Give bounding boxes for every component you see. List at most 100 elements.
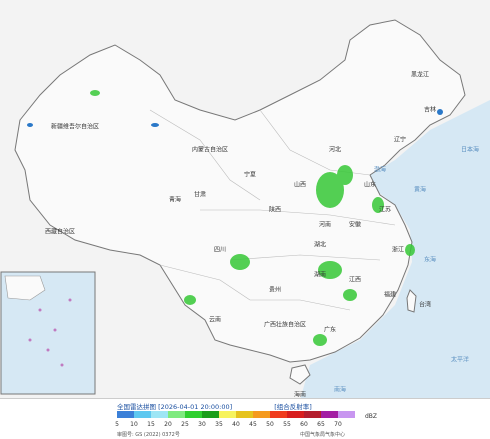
legend-value: 15: [147, 421, 155, 428]
region-label: 福建: [384, 291, 396, 299]
legend-value: 5: [115, 421, 119, 428]
sea-label: 太平洋: [451, 356, 469, 364]
south-china-sea-inset: [0, 271, 96, 395]
echo: [343, 289, 357, 301]
region-label: 安徽: [349, 221, 361, 229]
legend-swatch: [202, 411, 219, 418]
legend-value: 40: [232, 421, 240, 428]
legend: 5 10 15 20 25 30 35 40 45 50 55 60 65 70 dBZ: [115, 411, 377, 428]
legend-swatch: [338, 411, 355, 418]
legend-swatch: [168, 411, 185, 418]
taiwan-outline: [406, 289, 417, 313]
region-label: 内蒙古自治区: [192, 146, 228, 154]
region-label: 新疆维吾尔自治区: [51, 123, 99, 131]
legend-swatch: [270, 411, 287, 418]
echo: [405, 244, 415, 256]
region-label: 台湾: [419, 301, 431, 309]
header-product: [组合反射率]: [274, 403, 312, 411]
legend-swatch: [219, 411, 236, 418]
legend-value: 30: [198, 421, 206, 428]
sea-label: 黄海: [414, 186, 426, 194]
region-label: 宁夏: [244, 171, 256, 179]
legend-swatch: [321, 411, 338, 418]
legend-swatch: [287, 411, 304, 418]
header-title: 全国雷达拼图 [2026-04-01 20:00:00]: [117, 403, 233, 411]
region-label: 黑龙江: [411, 71, 429, 79]
echo: [90, 90, 100, 96]
echo: [151, 123, 159, 127]
inset-islands: [28, 298, 72, 367]
echo: [316, 172, 344, 208]
legend-swatch: [236, 411, 253, 418]
legend-unit: dBZ: [365, 413, 377, 420]
region-label: 江西: [349, 277, 361, 284]
radar-echoes-light: [27, 109, 443, 127]
region-label: 吉林: [424, 106, 436, 114]
region-label: 湖南: [314, 271, 326, 279]
region-label: 西藏自治区: [45, 228, 75, 236]
legend-value: 70: [334, 421, 342, 428]
legend-panel: 全国雷达拼图 [2026-04-01 20:00:00] [组合反射率] 5 10…: [0, 398, 490, 439]
region-label: 山西: [294, 181, 306, 189]
echo: [318, 261, 342, 279]
island: [68, 298, 72, 302]
hainan-outline: [289, 364, 311, 385]
province-borders: [149, 109, 396, 311]
legend-value: 20: [164, 421, 172, 428]
legend-swatch: [304, 411, 321, 418]
region-label: 青海: [169, 196, 181, 204]
legend-value: 65: [317, 421, 325, 428]
region-label: 贵州: [269, 286, 281, 294]
region-label: 河北: [329, 146, 341, 154]
region-label: 辽宁: [394, 136, 406, 144]
legend-value: 25: [181, 421, 189, 428]
island: [46, 348, 50, 352]
echo: [27, 123, 33, 127]
region-label: 广西壮族自治区: [264, 321, 306, 329]
sea-label: 渤海: [374, 166, 386, 174]
legend-swatch: [185, 411, 202, 418]
sea-area: [300, 100, 490, 400]
legend-swatch: [253, 411, 270, 418]
legend-value: 35: [215, 421, 223, 428]
legend-value: 55: [283, 421, 291, 428]
echo: [437, 109, 443, 115]
region-label: 四川: [214, 247, 226, 254]
region-label: 甘肃: [194, 191, 206, 199]
legend-value: 45: [249, 421, 257, 428]
approval: 审图号: GS (2022) 0372号: [117, 432, 180, 438]
echo: [372, 197, 384, 213]
sea-label: 日本海: [461, 146, 479, 154]
legend-value: 10: [130, 421, 138, 428]
island: [53, 328, 57, 332]
legend-value: 60: [300, 421, 308, 428]
radar-echoes: [90, 90, 415, 346]
source: 中国气象局气象中心: [300, 432, 346, 438]
echo: [337, 165, 353, 185]
region-label: 湖北: [314, 241, 326, 249]
legend-value: 50: [266, 421, 274, 428]
region-label: 江苏: [379, 206, 391, 214]
sea-label: 东海: [424, 256, 436, 264]
region-label: 陕西: [269, 206, 281, 214]
echo: [230, 254, 250, 270]
legend-swatch: [151, 411, 168, 418]
region-label: 云南: [209, 316, 221, 324]
island: [60, 363, 64, 367]
region-label: 广东: [324, 326, 336, 334]
region-label: 河南: [319, 221, 331, 229]
sea-label: 南海: [334, 386, 346, 394]
region-label: 山东: [364, 181, 376, 189]
legend-swatch: [117, 411, 134, 418]
echo: [313, 334, 327, 346]
island: [28, 338, 32, 342]
island: [38, 308, 42, 312]
region-label: 海南: [294, 391, 306, 399]
inset-land: [4, 275, 46, 301]
echo: [184, 295, 196, 305]
legend-swatch: [134, 411, 151, 418]
region-label: 浙江: [392, 246, 404, 254]
